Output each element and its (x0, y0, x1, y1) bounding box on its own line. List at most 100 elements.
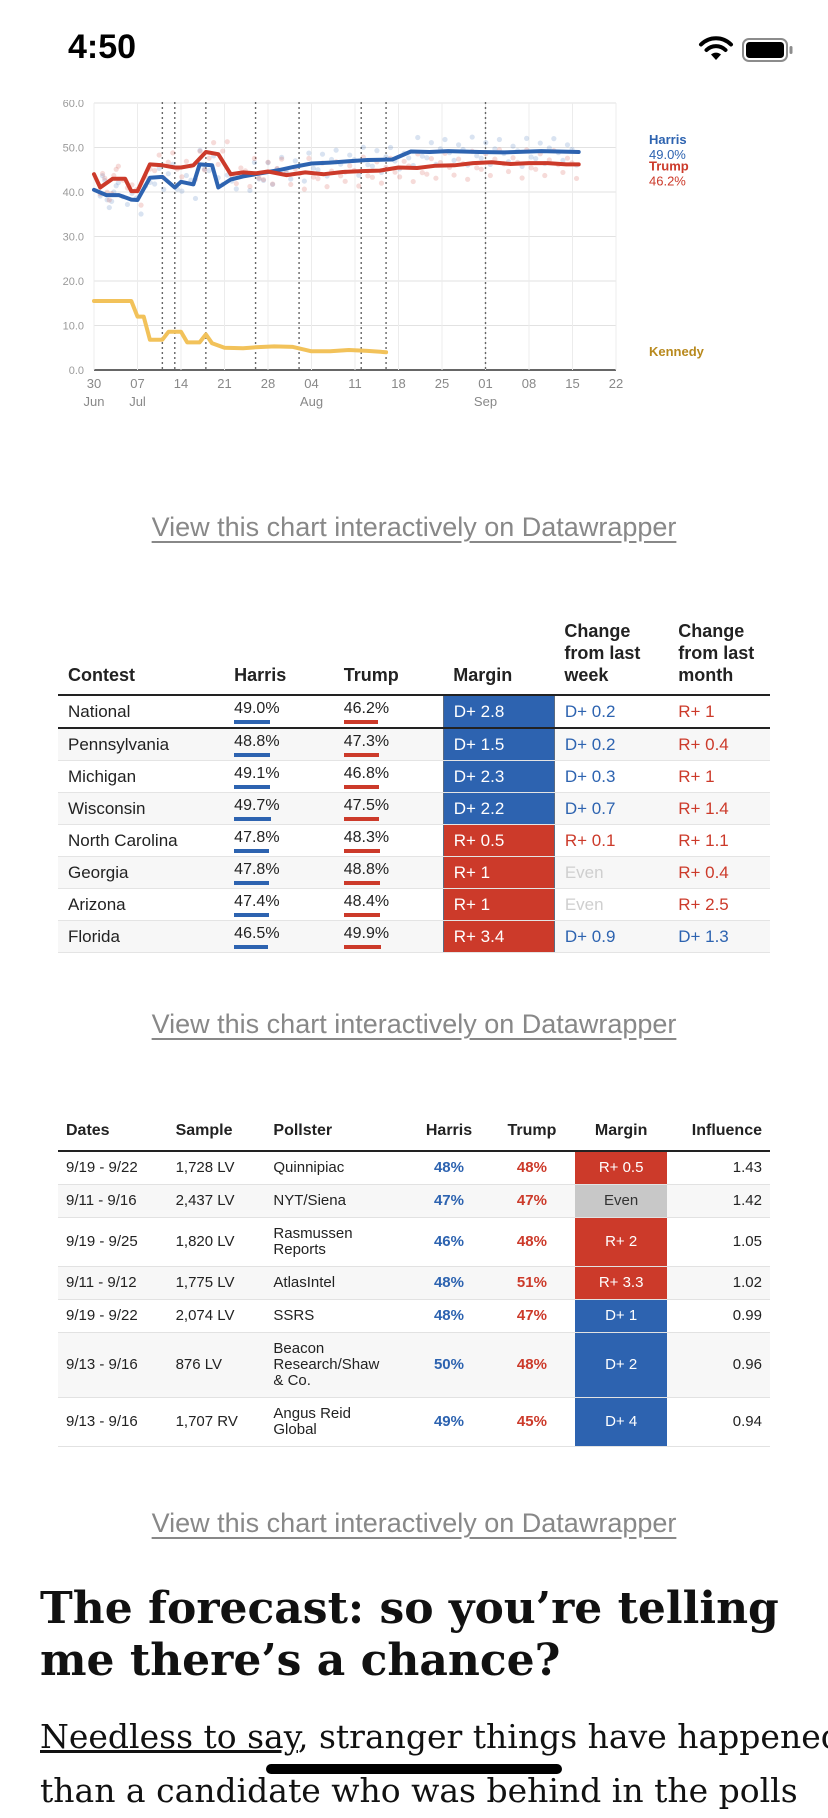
poll-row[interactable]: 9/19 - 9/25 1,820 LV Rasmussen Reports 46% 4… (58, 1217, 770, 1267)
poll-row[interactable]: 9/13 - 9/16 1,707 RV Angus Reid Global 49% 4… (58, 1397, 770, 1447)
polls-table-header-cell: Pollster (265, 1122, 410, 1152)
harris-poll-dot (492, 146, 498, 152)
harris-poll-dot (428, 140, 434, 146)
datawrapper-link-3[interactable]: View this chart interactively on Datawra… (151, 1508, 677, 1538)
trump-poll-dot (365, 173, 371, 179)
contest-cell-month: R+ 1.4 (668, 792, 770, 825)
harris-poll-dot (524, 135, 530, 141)
contest-cell-harris: 46.5% (224, 920, 334, 953)
y-tick-label: 40.0 (63, 187, 84, 199)
polls-table-header-cell: Harris (409, 1122, 489, 1152)
contest-cell-harris: 48.8% (224, 728, 334, 761)
trump-poll-dot (451, 172, 457, 178)
x-tick-label: 07 (130, 376, 144, 391)
poll-row[interactable]: 9/19 - 9/22 2,074 LV SSRS 48% 47% D+ 1 0.99 (58, 1299, 770, 1333)
poll-cell-trump: 51% (488, 1266, 575, 1300)
contest-cell-trump: 48.4% (333, 888, 444, 921)
harris-poll-dot (152, 181, 158, 187)
x-tick-label: 01 (478, 376, 492, 391)
trump-poll-dot (265, 159, 271, 165)
contest-cell-trump: 47.3% (333, 728, 444, 761)
trump-poll-dot (419, 170, 425, 176)
harris-poll-dot (442, 136, 448, 143)
x-tick-label: 22 (609, 376, 623, 391)
poll-cell-harris: 50% (409, 1332, 489, 1398)
poll-row[interactable]: 9/11 - 9/16 2,437 LV NYT/Siena 47% 47% Even 1.… (58, 1184, 770, 1218)
trump-poll-dot (138, 202, 144, 208)
datawrapper-link-1[interactable]: View this chart interactively on Datawra… (151, 512, 677, 542)
trump-poll-dot (106, 197, 112, 203)
contest-cell-trump-value: 48.4% (343, 892, 390, 910)
harris-poll-dot (138, 211, 144, 217)
contest-cell-trump-value: 48.8% (343, 860, 390, 878)
contest-table-header: Contest Harris Trump Margin Change from last… (58, 620, 770, 696)
contest-cell-harris-value: 49.0% (234, 699, 280, 717)
trump-poll-dot (224, 139, 230, 145)
contest-cell-margin: D+ 2.8 (442, 695, 555, 729)
x-tick-month: Aug (300, 394, 323, 409)
contest-cell-margin: R+ 1 (442, 856, 555, 889)
contest-cell-week: D+ 0.7 (554, 792, 669, 825)
poll-cell-dates: 9/13 - 9/16 (58, 1397, 168, 1447)
poll-cell-dates: 9/19 - 9/22 (58, 1299, 168, 1333)
trump-poll-dot (156, 152, 162, 158)
contest-cell-harris: 49.1% (224, 760, 334, 793)
trump-legend-label: Trump (649, 158, 689, 173)
status-time: 4:50 (68, 28, 137, 66)
home-indicator[interactable] (266, 1764, 562, 1774)
contest-cell-harris-value: 49.1% (234, 764, 280, 782)
polls-table-header-cell: Dates (58, 1122, 168, 1152)
trump-poll-dot (179, 174, 185, 180)
harris-share-bar (234, 752, 271, 757)
harris-poll-dot (537, 140, 543, 146)
poll-row[interactable]: 9/11 - 9/12 1,775 LV AtlasIntel 48% 51% R+ 3.… (58, 1266, 770, 1300)
poll-cell-dates: 9/13 - 9/16 (58, 1332, 168, 1398)
harris-poll-dot (269, 181, 276, 188)
trump-poll-dot (455, 156, 462, 162)
poll-cell-influence: 1.42 (667, 1184, 770, 1218)
x-tick-label: 25 (435, 376, 449, 391)
needless-to-say-link[interactable]: Needless to say (40, 1717, 298, 1756)
contest-table-header-cell: Contest (58, 620, 225, 696)
contest-cell-contest: Michigan (58, 760, 225, 793)
harris-poll-dot (115, 180, 121, 186)
contest-cell-margin: R+ 0.5 (442, 824, 555, 857)
section-heading: The forecast: so you’re telling me there… (40, 1583, 779, 1686)
contest-row: North Carolina 47.8% 48.3% R+ 0.5 R+ 0.1 R+ 1… (58, 824, 770, 857)
poll-cell-influence: 1.02 (667, 1266, 770, 1300)
poll-row[interactable]: 9/19 - 9/22 1,728 LV Quinnipiac 48% 48% R+ 0.… (58, 1151, 770, 1185)
poll-cell-influence: 1.05 (667, 1217, 770, 1267)
contest-row: Georgia 47.8% 48.8% R+ 1 Even R+ 0.4 (58, 856, 770, 889)
trump-share-bar (343, 912, 380, 917)
poll-cell-pollster: Angus Reid Global (265, 1397, 410, 1447)
y-tick-label: 60.0 (63, 100, 84, 110)
trump-line (92, 150, 581, 194)
trump-poll-dot (505, 168, 512, 175)
harris-poll-dot (455, 142, 462, 148)
harris-poll-dot (301, 178, 307, 184)
trump-poll-dot (238, 165, 244, 171)
contest-cell-harris: 47.8% (224, 856, 334, 889)
trump-poll-dot (170, 150, 176, 156)
contest-cell-margin: D+ 2.3 (442, 760, 555, 793)
contest-row: National 49.0% 46.2% D+ 2.8 D+ 0.2 R+ 1 (58, 695, 770, 729)
datawrapper-link-2[interactable]: View this chart interactively on Datawra… (151, 1009, 677, 1039)
contest-table-header-cell: Change from last month (668, 620, 770, 696)
poll-row[interactable]: 9/13 - 9/16 876 LV Beacon Research/Shaw & … (58, 1332, 770, 1398)
harris-poll-dot (179, 188, 185, 194)
harris-poll-dot (251, 159, 258, 166)
x-tick-label: 14 (174, 376, 188, 391)
poll-cell-dates: 9/19 - 9/22 (58, 1151, 168, 1185)
trump-poll-dot (279, 156, 285, 162)
harris-poll-dot (233, 186, 239, 192)
trump-poll-dot (260, 176, 267, 183)
poll-cell-margin: Even (574, 1184, 668, 1218)
paragraph-line2: than a candidate who was behind in the p… (40, 1771, 798, 1810)
harris-poll-dot (560, 157, 566, 164)
polls-table-header-cell: Influence (667, 1122, 770, 1152)
harris-poll-dot (260, 177, 267, 184)
contest-cell-harris: 49.7% (224, 792, 334, 825)
contest-cell-month: R+ 1 (668, 695, 770, 729)
poll-cell-margin: R+ 0.5 (574, 1151, 668, 1185)
polls-table: Dates Sample Pollster Harris Trump Margin Infl… (58, 1122, 770, 1447)
